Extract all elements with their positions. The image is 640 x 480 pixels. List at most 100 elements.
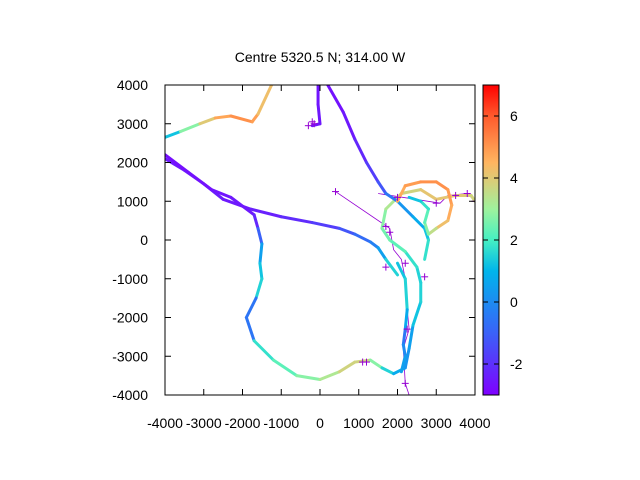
track-segment: [248, 207, 283, 219]
track-segment: [337, 226, 357, 236]
track-segment: [419, 188, 438, 201]
track-segment: [279, 215, 314, 225]
track-segment: [384, 192, 399, 203]
track-segment: [388, 238, 407, 254]
track-4: [326, 85, 430, 261]
track-segment: [427, 226, 438, 236]
x-tick-label: -1000: [263, 415, 299, 431]
track-segment: [399, 354, 407, 374]
track-segment: [469, 193, 475, 203]
track-segment: [434, 219, 450, 230]
track-segment: [376, 246, 388, 261]
track-segment: [415, 265, 423, 285]
plus-marker: [386, 228, 394, 236]
track-segment: [384, 257, 399, 277]
track-5: [396, 180, 454, 236]
track-segment: [179, 122, 202, 133]
track-segment: [411, 300, 423, 327]
colorbar-tick-label: 6: [510, 108, 518, 124]
track-segment: [434, 180, 450, 192]
track-segment: [326, 85, 345, 114]
track-segment: [423, 238, 430, 261]
track-segment: [403, 250, 419, 269]
track-segment: [407, 195, 423, 203]
track-segment: [368, 358, 384, 370]
track-6: [396, 261, 409, 374]
data-layer: [165, 85, 475, 395]
x-tick-label: -4000: [147, 415, 183, 431]
y-tick-label: 0: [140, 232, 148, 248]
track-segment: [396, 261, 407, 281]
track-segment: [423, 226, 430, 242]
track-segment: [250, 112, 260, 124]
x-tick-label: 1000: [343, 415, 374, 431]
colorbar-tick-label: 4: [510, 170, 518, 186]
axis-layer: -4000 -3000 -2000 -1000 0 1000 2000 3000 4000-40…: [112, 77, 491, 431]
track-segment: [368, 240, 380, 250]
track-segment: [258, 242, 264, 265]
track-segment: [254, 277, 264, 300]
track-segment: [403, 180, 423, 188]
track-segment: [310, 122, 322, 128]
plus-marker: [401, 259, 409, 267]
track-segment: [210, 188, 233, 199]
track-0: [165, 85, 274, 139]
plus-marker: [401, 379, 409, 387]
plus-marker: [452, 191, 460, 199]
plus-marker: [421, 273, 429, 281]
track-segment: [380, 366, 396, 376]
track-segment: [446, 188, 454, 207]
track-segment: [213, 114, 233, 120]
x-tick-label: 0: [316, 415, 324, 431]
x-tick-label: -2000: [225, 415, 261, 431]
x-tick-label: 4000: [459, 415, 490, 431]
track-segment: [423, 207, 430, 225]
track-segment: [256, 226, 264, 246]
track-segment: [244, 296, 258, 319]
colorbar-tick-label: -2: [510, 356, 523, 372]
track-segment: [198, 116, 217, 126]
track-segment: [396, 199, 415, 219]
track-segment: [258, 261, 264, 281]
plus-marker: [304, 122, 312, 130]
plus-marker: [463, 190, 471, 197]
track-segment: [310, 221, 341, 230]
track-segment: [365, 161, 380, 184]
track-segment: [446, 203, 454, 223]
y-tick-label: -4000: [112, 387, 148, 403]
chart-title: Centre 5320.5 N; 314.00 W: [235, 49, 406, 65]
track-segment: [380, 207, 388, 230]
plus-marker: [382, 222, 390, 230]
track-segment: [423, 221, 430, 236]
track-segment: [407, 323, 415, 350]
track-segment: [252, 339, 275, 362]
plus-marker: [382, 263, 390, 271]
plus-marker: [403, 325, 411, 333]
colorbar-ticks: -2 0 2 4 6: [483, 108, 523, 372]
y-tick-label: 2000: [117, 155, 148, 171]
x-tick-label: -3000: [186, 415, 222, 431]
track-segment: [341, 110, 357, 141]
track-segment: [337, 360, 357, 374]
track-1: [165, 157, 399, 277]
y-tick-label: 4000: [117, 77, 148, 93]
track-segment: [186, 170, 213, 192]
track-segment: [272, 358, 299, 378]
track-segment: [229, 195, 256, 217]
track-segment: [399, 188, 423, 195]
colorbar-tick-label: 2: [510, 232, 518, 248]
x-tick-label: 3000: [421, 415, 452, 431]
plus-marker: [394, 193, 401, 201]
track-segment: [316, 102, 322, 126]
track-segment: [403, 277, 409, 312]
track-segment: [353, 232, 372, 244]
plus-marker: [308, 118, 316, 126]
track-segment: [419, 199, 430, 211]
track-segment: [252, 213, 260, 230]
track-segment: [295, 374, 322, 381]
track-segment: [165, 130, 182, 139]
track-segment: [380, 226, 392, 242]
track-segment: [403, 347, 411, 370]
track-segment: [403, 308, 409, 331]
